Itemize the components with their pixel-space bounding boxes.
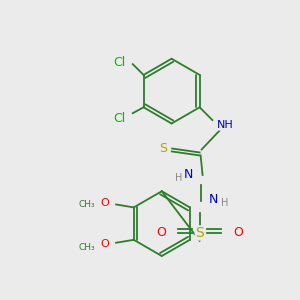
Text: CH₃: CH₃ [78,243,95,252]
Text: O: O [233,226,243,239]
Text: O: O [100,239,109,249]
Text: S: S [159,142,167,155]
Text: H: H [221,199,229,208]
Text: CH₃: CH₃ [78,200,95,209]
Text: Cl: Cl [113,112,125,124]
Text: O: O [100,199,109,208]
Text: H: H [175,173,183,183]
Text: N: N [209,193,218,206]
Text: Cl: Cl [113,56,125,69]
Text: NH: NH [217,120,233,130]
Text: O: O [156,226,166,239]
Text: N: N [184,167,194,181]
Text: S: S [195,226,204,240]
